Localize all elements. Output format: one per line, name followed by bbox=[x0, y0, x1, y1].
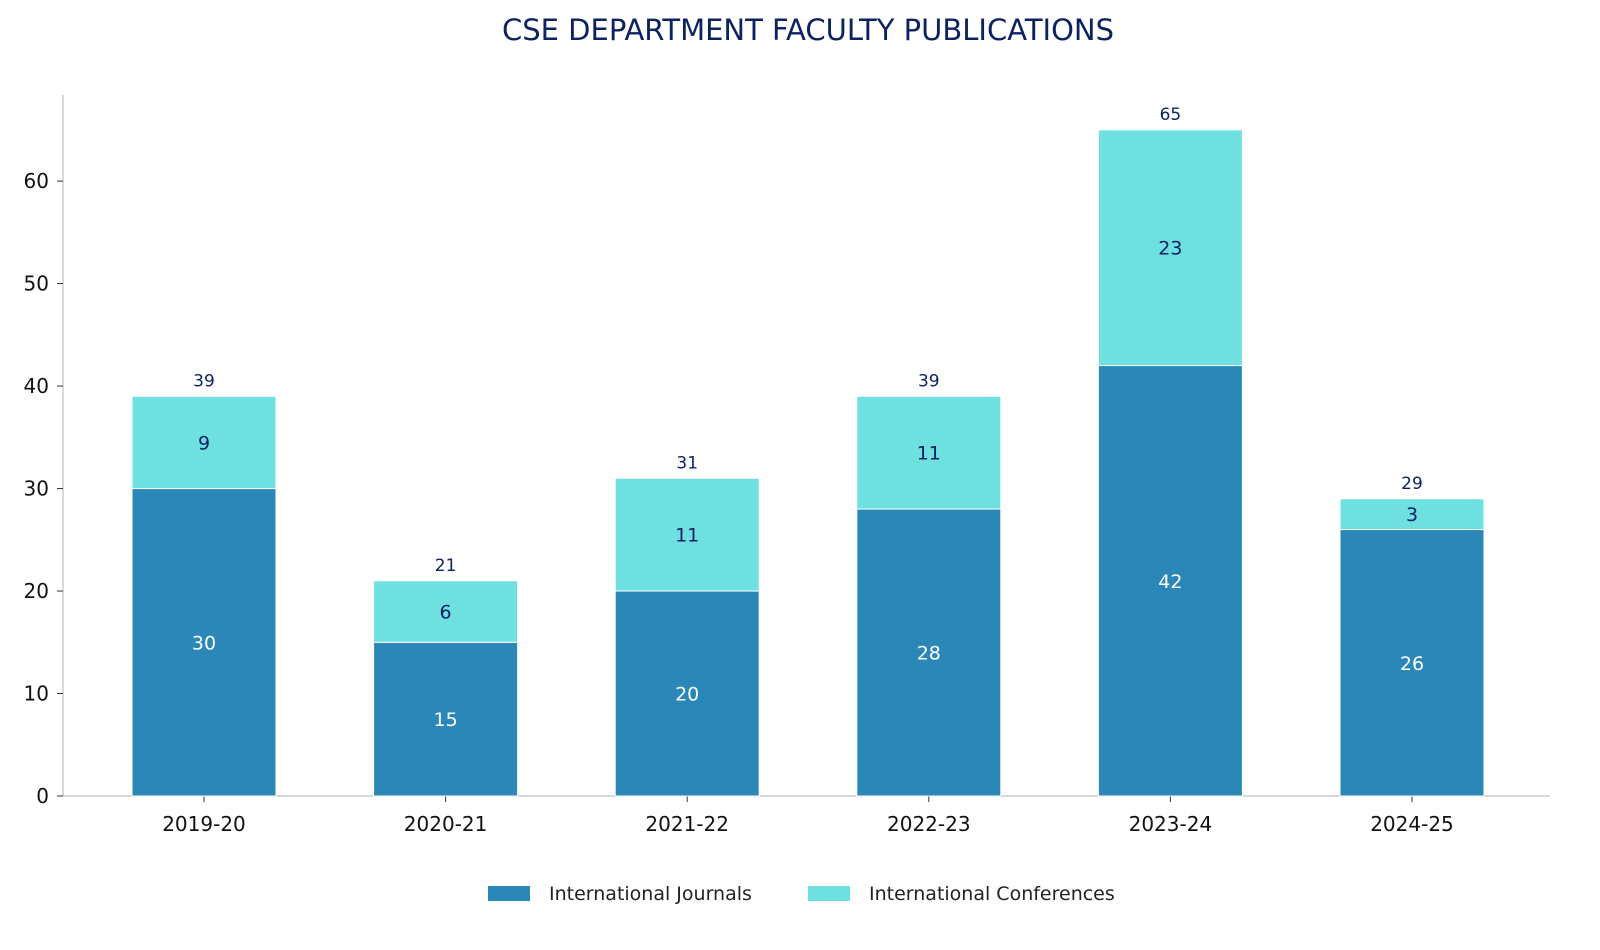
x-tick-label: 2021-22 bbox=[645, 812, 729, 836]
bar-journals bbox=[614, 590, 760, 797]
segment-value-label: 11 bbox=[675, 525, 699, 547]
bar-journals bbox=[856, 508, 1002, 797]
bar-journals bbox=[1339, 529, 1485, 797]
segment-value-label: 11 bbox=[917, 443, 941, 465]
y-tick-label: 50 bbox=[24, 272, 49, 296]
legend-label: International Conferences bbox=[869, 883, 1115, 905]
segment-value-label: 26 bbox=[1400, 653, 1424, 675]
legend-label: International Journals bbox=[549, 883, 752, 905]
segment-value-label: 42 bbox=[1158, 571, 1182, 593]
total-value-label: 65 bbox=[1160, 105, 1182, 125]
y-tick-label: 40 bbox=[24, 374, 49, 398]
segment-value-label: 30 bbox=[192, 632, 216, 654]
segment-value-label: 23 bbox=[1158, 238, 1182, 260]
segment-value-label: 20 bbox=[675, 684, 699, 706]
bar-journals bbox=[1097, 365, 1243, 797]
total-value-label: 29 bbox=[1401, 474, 1423, 494]
bar-conferences bbox=[1339, 498, 1485, 531]
x-tick-label: 2023-24 bbox=[1129, 812, 1213, 836]
x-tick-label: 2022-23 bbox=[887, 812, 971, 836]
y-tick-label: 10 bbox=[24, 682, 49, 706]
chart-title: CSE DEPARTMENT FACULTY PUBLICATIONS bbox=[502, 13, 1114, 47]
axes: 0 10 20 30 40 50 60 2019-20 2020-21 2021-22 2022-2… bbox=[24, 95, 1550, 836]
segment-value-label: 28 bbox=[917, 643, 941, 665]
segment-value-label: 3 bbox=[1406, 504, 1418, 526]
total-value-label: 31 bbox=[676, 453, 698, 473]
bar-conferences bbox=[131, 395, 277, 490]
bar-conferences bbox=[856, 395, 1002, 510]
segment-value-label: 9 bbox=[198, 432, 210, 454]
x-tick-label: 2019-20 bbox=[162, 812, 246, 836]
y-tick-label: 0 bbox=[36, 784, 49, 808]
y-tick-label: 20 bbox=[24, 579, 49, 603]
total-value-label: 39 bbox=[918, 371, 940, 391]
bar-journals bbox=[373, 641, 519, 797]
total-value-label: 39 bbox=[193, 371, 215, 391]
x-tick-label: 2020-21 bbox=[404, 812, 488, 836]
segment-value-label: 6 bbox=[440, 602, 452, 624]
x-tick-label: 2024-25 bbox=[1370, 812, 1454, 836]
y-tick-label: 60 bbox=[24, 169, 49, 193]
bar-conferences bbox=[373, 580, 519, 643]
legend-swatch bbox=[488, 886, 530, 901]
legend-swatch bbox=[808, 886, 850, 901]
bar-conferences bbox=[614, 477, 760, 592]
total-value-label: 21 bbox=[435, 556, 457, 576]
segment-value-label: 15 bbox=[434, 709, 458, 731]
y-tick-label: 30 bbox=[24, 477, 49, 501]
bar-journals bbox=[131, 488, 277, 797]
bars: 30 9 39 15 6 21 20 11 31 28 11 39 42 23 65 26 3 29 bbox=[131, 105, 1485, 797]
bar-conferences bbox=[1097, 129, 1243, 367]
legend: International Journals International Conf… bbox=[488, 883, 1115, 905]
